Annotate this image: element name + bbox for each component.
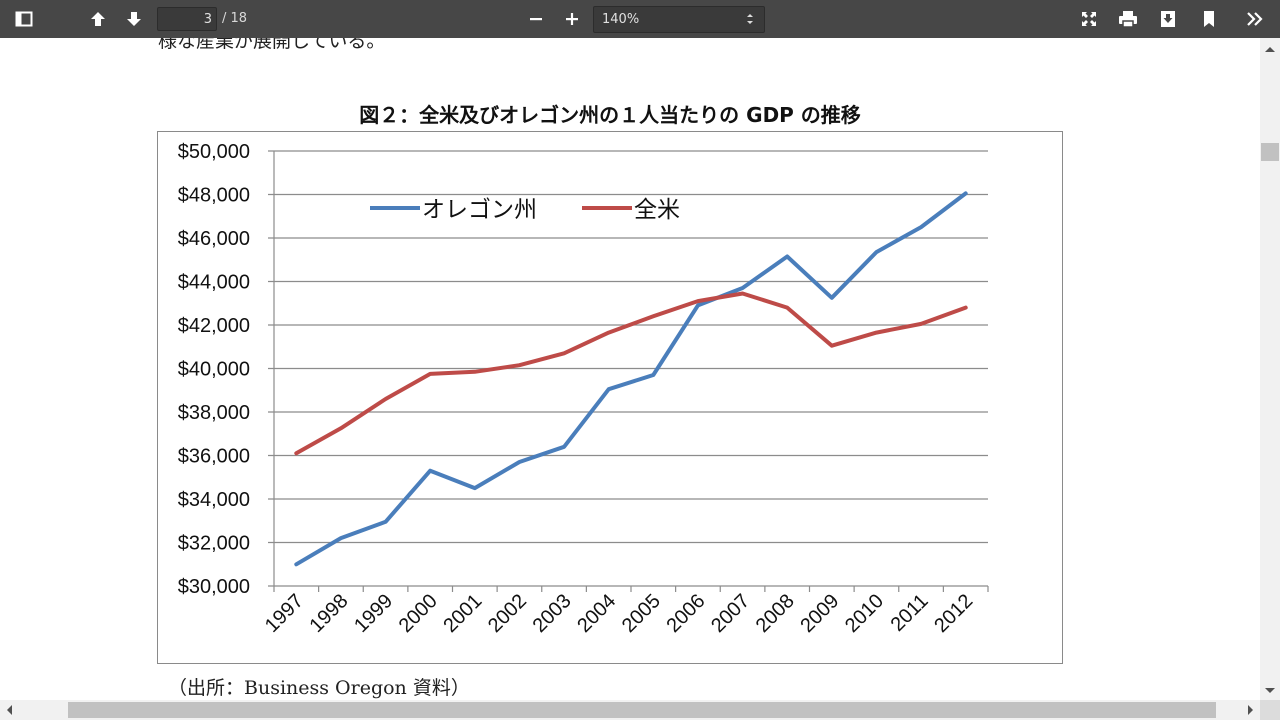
select-arrows-icon bbox=[747, 14, 753, 24]
y-tick-label: $30,000 bbox=[178, 576, 250, 598]
scroll-right-icon[interactable] bbox=[1246, 704, 1256, 716]
next-page-button[interactable] bbox=[119, 4, 149, 34]
legend-label: オレゴン州 bbox=[422, 197, 537, 223]
y-tick-label: $34,000 bbox=[178, 489, 250, 511]
figure-title: 図２：全米及びオレゴン州の１人当たりの GDP の推移 bbox=[359, 103, 861, 127]
series-line-us bbox=[294, 291, 968, 456]
vertical-scroll-thumb[interactable] bbox=[1261, 143, 1279, 161]
zoom-in-icon bbox=[566, 13, 578, 25]
y-tick-label: $44,000 bbox=[178, 272, 250, 294]
chart-frame: $30,000 $32,000 $34,000 $36,000 $38,000 $40,0… bbox=[157, 131, 1063, 664]
body-text-partial: 様な産業が展開している。 bbox=[158, 38, 386, 52]
sidebar-toggle-button[interactable] bbox=[9, 4, 39, 34]
tools-icon bbox=[1247, 12, 1263, 26]
page-total-label: / 18 bbox=[222, 11, 248, 26]
x-tick-label: 1997 bbox=[261, 590, 308, 637]
y-tick-label: $36,000 bbox=[178, 446, 250, 468]
presentation-mode-button[interactable] bbox=[1074, 4, 1104, 34]
x-tick-label: 2012 bbox=[930, 590, 977, 637]
x-tick-label: 2001 bbox=[439, 590, 486, 637]
tools-button[interactable] bbox=[1240, 4, 1270, 34]
page-number-input[interactable] bbox=[157, 7, 217, 31]
pdf-toolbar: / 18 140% bbox=[0, 0, 1280, 38]
x-tick-label: 2006 bbox=[662, 590, 709, 637]
y-tick-label: $32,000 bbox=[178, 533, 250, 555]
next-page-icon bbox=[127, 12, 141, 26]
download-icon bbox=[1161, 11, 1175, 27]
figure-source: （出所：Business Oregon 資料） bbox=[168, 677, 470, 699]
sidebar-toggle-icon bbox=[15, 11, 33, 27]
legend-label: 全米 bbox=[634, 197, 680, 223]
y-tick-label: $48,000 bbox=[178, 185, 250, 207]
scrollbar-corner bbox=[1260, 700, 1280, 720]
print-button[interactable] bbox=[1113, 4, 1143, 34]
y-tick-label: $42,000 bbox=[178, 315, 250, 337]
vertical-scrollbar[interactable] bbox=[1260, 38, 1280, 700]
presentation-mode-icon bbox=[1082, 12, 1096, 26]
series-line-oregon bbox=[294, 191, 968, 567]
previous-page-icon bbox=[91, 12, 105, 26]
zoom-out-button[interactable] bbox=[521, 4, 551, 34]
previous-page-button[interactable] bbox=[83, 4, 113, 34]
y-tick-label: $46,000 bbox=[178, 228, 250, 250]
x-tick-label: 2008 bbox=[752, 590, 799, 637]
gdp-line-chart: $30,000 $32,000 $34,000 $36,000 $38,000 $40,0… bbox=[178, 141, 989, 637]
horizontal-scroll-thumb[interactable] bbox=[68, 702, 1216, 718]
zoom-in-button[interactable] bbox=[557, 4, 587, 34]
x-tick-label: 1999 bbox=[350, 590, 397, 637]
x-tick-label: 1998 bbox=[305, 590, 352, 637]
x-tick-label: 2003 bbox=[529, 590, 576, 637]
bookmark-button[interactable] bbox=[1194, 4, 1224, 34]
document-viewport: 様な産業が展開している。 図２：全米及びオレゴン州の１人当たりの GDP の推移… bbox=[0, 38, 1260, 700]
x-tick-label: 2007 bbox=[707, 590, 754, 637]
download-button[interactable] bbox=[1153, 4, 1183, 34]
y-tick-label: $40,000 bbox=[178, 359, 250, 381]
zoom-select[interactable]: 140% bbox=[593, 6, 765, 33]
x-tick-label: 2009 bbox=[796, 590, 843, 637]
print-icon bbox=[1119, 11, 1137, 28]
x-tick-label: 2011 bbox=[887, 590, 933, 636]
x-tick-label: 2010 bbox=[841, 590, 888, 637]
scroll-up-icon[interactable] bbox=[1264, 44, 1276, 54]
scroll-down-icon[interactable] bbox=[1264, 686, 1276, 696]
zoom-select-value: 140% bbox=[602, 12, 640, 27]
x-tick-label: 2004 bbox=[573, 590, 620, 637]
x-tick-label: 2002 bbox=[484, 590, 531, 637]
bookmark-icon bbox=[1204, 11, 1214, 27]
x-tick-label: 2005 bbox=[618, 590, 665, 637]
x-tick-label: 2000 bbox=[395, 590, 442, 637]
zoom-out-icon bbox=[530, 18, 542, 21]
scroll-left-icon[interactable] bbox=[4, 704, 14, 716]
y-tick-label: $38,000 bbox=[178, 402, 250, 424]
y-tick-label: $50,000 bbox=[178, 141, 250, 163]
